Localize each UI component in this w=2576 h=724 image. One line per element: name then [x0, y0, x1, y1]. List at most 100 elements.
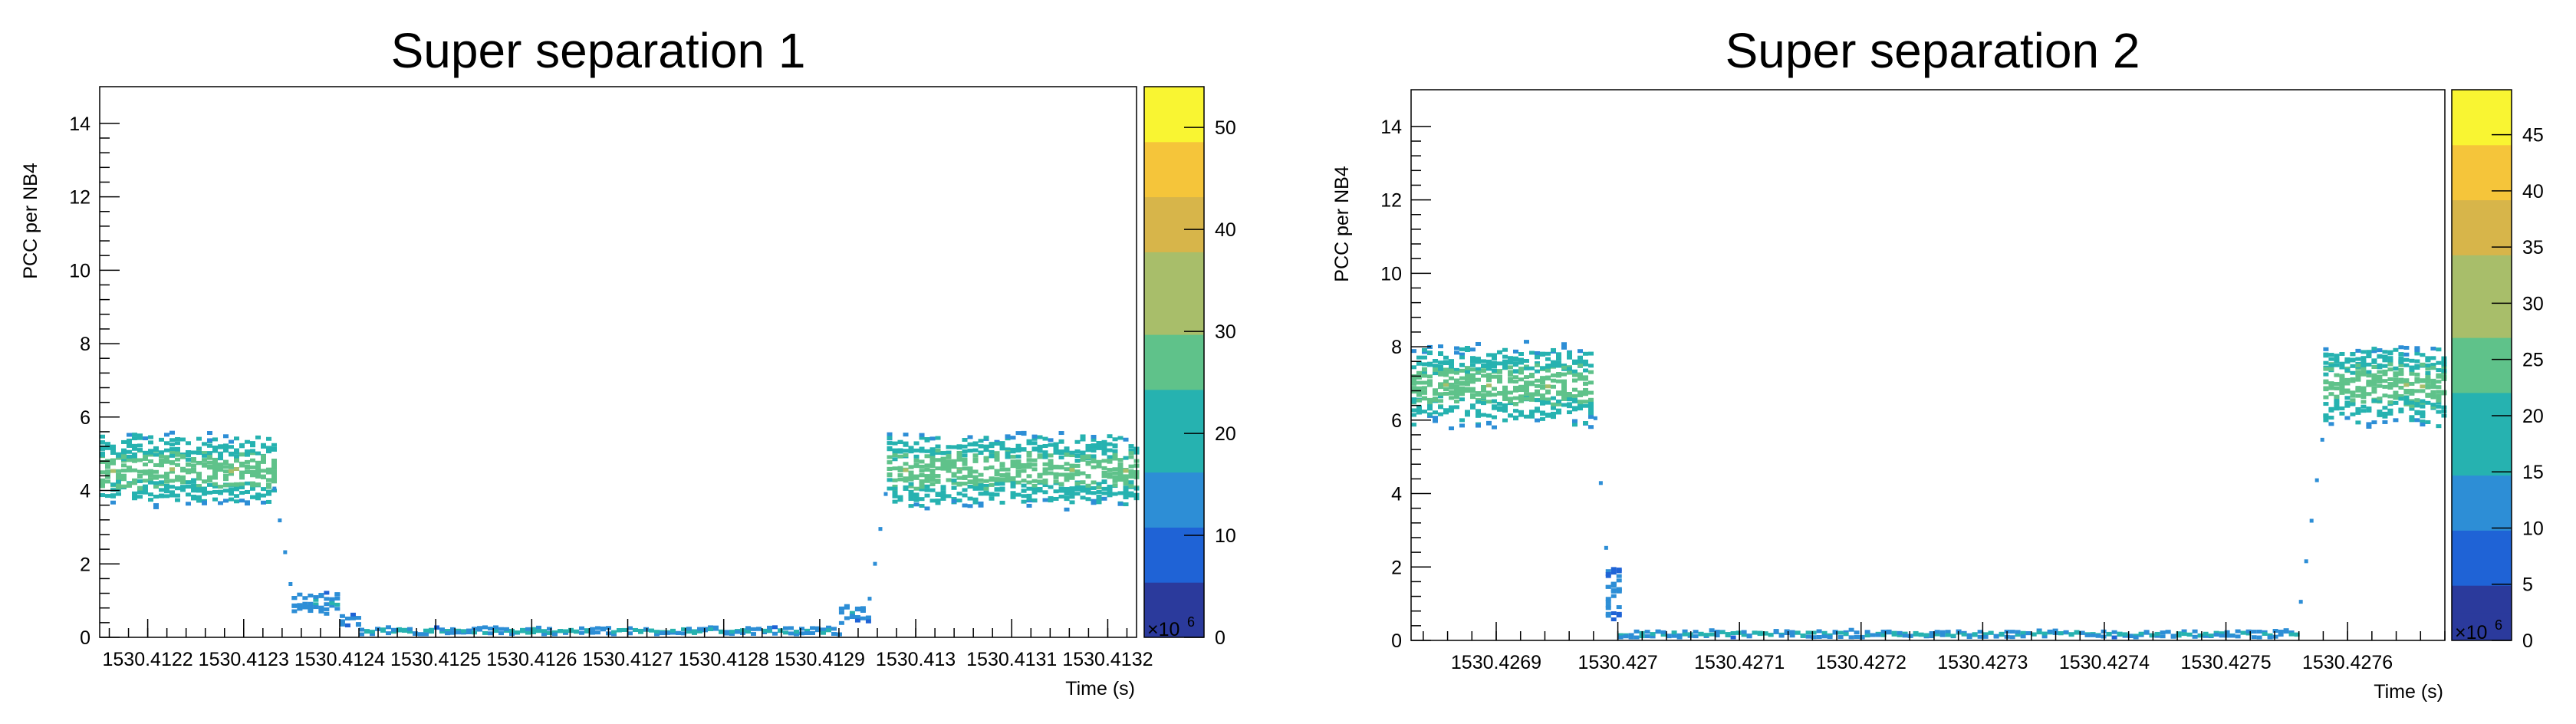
heatmap-cell: [897, 495, 903, 499]
heatmap-cell: [1107, 468, 1113, 472]
heatmap-cell: [2366, 424, 2372, 429]
heatmap-cell: [1454, 400, 1459, 404]
heatmap-cell: [255, 451, 261, 456]
heatmap-cell: [1545, 397, 1551, 402]
heatmap-cell: [1058, 482, 1064, 487]
heatmap-cell: [1085, 456, 1091, 460]
heatmap-cell: [826, 628, 831, 633]
heatmap-cell: [121, 448, 127, 452]
heatmap-cell: [2366, 383, 2372, 387]
heatmap-cell: [579, 626, 584, 630]
heatmap-cell: [1042, 498, 1048, 502]
heatmap-cell: [913, 474, 920, 479]
heatmap-cell: [218, 444, 223, 449]
heatmap-cell: [1556, 363, 1561, 367]
heatmap-cell: [2409, 365, 2415, 370]
heatmap-cell: [903, 468, 909, 472]
heatmap-cell: [1015, 459, 1022, 463]
heatmap-cell: [175, 498, 180, 502]
heatmap-cell: [1502, 365, 1508, 370]
heatmap-cell: [2414, 398, 2420, 403]
colorbar-band: [2452, 447, 2512, 476]
heatmap-cell: [1650, 632, 1656, 637]
heatmap-cell: [207, 466, 212, 470]
heatmap-cell: [994, 442, 1000, 446]
heatmap-cell: [143, 485, 148, 489]
x-tick-label: 1530.413: [876, 649, 956, 670]
heatmap-cell: [1422, 350, 1427, 354]
heatmap-cell: [355, 616, 361, 620]
heatmap-cell: [1598, 481, 1603, 485]
colorbar-tick-label: 15: [2522, 462, 2544, 483]
heatmap-cell: [924, 463, 930, 468]
heatmap-cell: [137, 475, 143, 479]
heatmap-cell: [223, 477, 229, 482]
heatmap-cell: [2355, 386, 2361, 390]
heatmap-cell: [1085, 462, 1091, 466]
heatmap-cell: [148, 469, 153, 473]
heatmap-cell: [983, 483, 989, 488]
heatmap-cell: [169, 485, 175, 489]
heatmap-cell: [1096, 464, 1102, 469]
heatmap-cell: [1540, 377, 1545, 382]
heatmap-cell: [2203, 634, 2209, 638]
heatmap-cell: [983, 486, 989, 491]
heatmap-cell: [137, 495, 143, 499]
y-tick-label: 14: [1380, 117, 1402, 138]
heatmap-cell: [1128, 444, 1134, 449]
heatmap-cell: [132, 478, 137, 482]
heatmap-cell: [1411, 400, 1416, 404]
y-tick-label: 8: [80, 334, 90, 355]
heatmap-cell: [148, 473, 153, 478]
heatmap-cell: [1497, 361, 1502, 366]
heatmap-cell: [1476, 370, 1481, 375]
heatmap-cell: [2409, 367, 2415, 372]
heatmap-cell: [924, 449, 930, 453]
heatmap-cell: [1438, 372, 1443, 377]
heatmap-cell: [1123, 485, 1129, 490]
heatmap-cell: [391, 627, 396, 632]
heatmap-cell: [175, 457, 180, 462]
y-tick-label: 8: [1391, 337, 1402, 358]
heatmap-cell: [1459, 392, 1465, 397]
heatmap-cell: [334, 602, 341, 607]
heatmap-cell: [2382, 379, 2388, 383]
heatmap-cell: [1518, 367, 1524, 371]
heatmap-cell: [266, 467, 271, 472]
colorbar-band: [1144, 141, 1204, 170]
chart-panel-2: Super separation 2 PCC per NB4 Time (s) 0 2 4…: [1288, 0, 2576, 724]
heatmap-cell: [983, 458, 989, 462]
heatmap-cell: [143, 462, 148, 467]
heatmap-cell: [250, 451, 255, 456]
heatmap-cell: [929, 469, 936, 473]
heatmap-cell: [418, 632, 423, 637]
heatmap-cell: [956, 499, 962, 503]
heatmap-cell: [1074, 453, 1081, 458]
heatmap-cell: [1535, 392, 1540, 397]
heatmap-cell: [110, 482, 116, 487]
x-tick-label: 1530.4122: [102, 649, 192, 670]
heatmap-cell: [989, 444, 995, 449]
heatmap-cell: [929, 488, 936, 492]
heatmap-cell: [1042, 444, 1048, 449]
heatmap-cell: [239, 491, 245, 495]
heatmap-cell: [191, 457, 196, 462]
heatmap-cell: [202, 458, 207, 462]
heatmap-cell: [1610, 617, 1617, 622]
heatmap-cell: [1015, 492, 1022, 497]
heatmap-cell: [2436, 374, 2442, 378]
heatmap-cell: [1422, 355, 1427, 360]
heatmap-cell: [1010, 484, 1016, 489]
heatmap-cell: [1042, 452, 1048, 457]
heatmap-cell: [196, 476, 202, 481]
heatmap-cell: [1827, 635, 1833, 640]
heatmap-cell: [1789, 630, 1795, 634]
heatmap-cell: [1416, 361, 1422, 366]
heatmap-cell: [1588, 415, 1594, 420]
heatmap-cell: [2371, 382, 2377, 387]
heatmap-cell: [670, 628, 676, 633]
heatmap-cell: [1529, 350, 1535, 355]
heatmap-cell: [972, 475, 979, 479]
heatmap-cell: [1416, 398, 1422, 403]
